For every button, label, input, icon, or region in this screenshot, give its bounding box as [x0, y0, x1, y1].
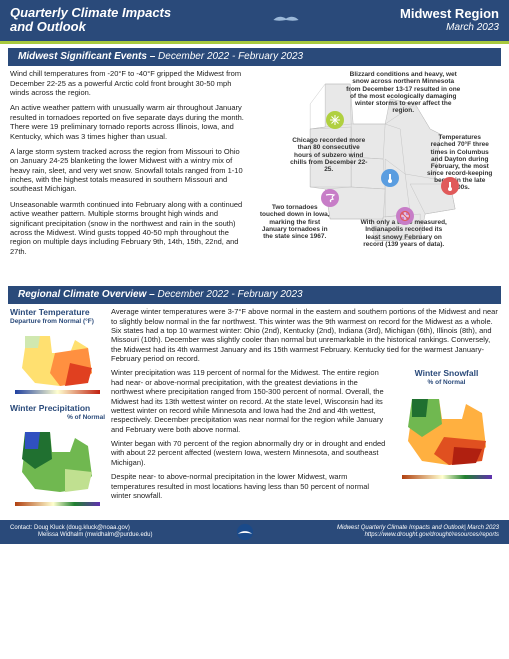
tornado-icon — [321, 189, 339, 207]
footer-r1: Midwest Quarterly Climate Impacts and Ou… — [337, 525, 499, 533]
temp-map — [10, 328, 105, 396]
overview-mid: Average winter temperatures were 3-7°F a… — [111, 307, 499, 516]
sig-p2: An active weather pattern with unusually… — [10, 103, 245, 141]
hot-icon — [441, 177, 459, 195]
ov-bar-period: December 2022 - February 2023 — [158, 289, 303, 300]
nosnow-icon — [396, 207, 414, 225]
contact-1: Contact: Doug Kluck (doug.kluck@noaa.gov… — [10, 525, 152, 533]
sig-events-bar: Midwest Significant Events – December 20… — [8, 48, 501, 67]
precip-title: Winter Precipitation — [10, 403, 105, 414]
region-label: Midwest Region — [400, 6, 499, 22]
sig-bar-period: December 2022 - February 2023 — [158, 51, 303, 62]
footer-contacts: Contact: Doug Kluck (doug.kluck@noaa.gov… — [10, 525, 152, 541]
callout-iowa: Two tornadoes touched down in Iowa, mark… — [259, 204, 331, 240]
overview-left: Winter Temperature Departure from Normal… — [10, 307, 105, 516]
header-title: Quarterly Climate Impacts and Outlook — [10, 6, 171, 35]
sig-p4: Unseasonable warmth continued into Febru… — [10, 200, 245, 256]
snow-sub: % of Normal — [394, 379, 499, 387]
overview-right: Winter Snowfall % of Normal — [394, 368, 499, 505]
precip-map — [10, 424, 105, 509]
ov-bar-title: Regional Climate Overview – — [18, 289, 158, 300]
footer-links: Midwest Quarterly Climate Impacts and Ou… — [337, 525, 499, 541]
sig-p1: Wind chill temperatures from -20°F to -4… — [10, 69, 245, 97]
header-right: Midwest Region March 2023 — [400, 6, 499, 35]
contact-2: Melissa Widhalm (mwidhalm@purdue.edu) — [10, 532, 152, 540]
cold-icon — [381, 169, 399, 187]
overview-section: Winter Temperature Departure from Normal… — [0, 307, 509, 516]
callout-chicago: Chicago recorded more than 80 consecutiv… — [289, 137, 369, 173]
title-line1: Quarterly Climate Impacts — [10, 6, 171, 20]
precip-sub: % of Normal — [10, 414, 105, 422]
temp-title: Winter Temperature — [10, 307, 105, 318]
snow-map — [394, 389, 499, 484]
overview-bar: Regional Climate Overview – December 202… — [8, 286, 501, 305]
header: Quarterly Climate Impacts and Outlook Mi… — [0, 0, 509, 44]
footer-r2: https://www.drought.gov/drought/resource… — [337, 532, 499, 540]
bird-icon — [272, 11, 300, 29]
sig-p3: A large storm system tracked across the … — [10, 147, 245, 194]
temp-sub: Departure from Normal (°F) — [10, 318, 105, 326]
ov-p1: Average winter temperatures were 3-7°F a… — [111, 307, 499, 363]
sig-bar-title: Midwest Significant Events – — [18, 51, 158, 62]
sig-map: Blizzard conditions and heavy, wet snow … — [251, 69, 499, 281]
ov-p3: Winter began with 70 percent of the regi… — [111, 439, 388, 467]
title-line2: and Outlook — [10, 20, 171, 34]
date-label: March 2023 — [400, 22, 499, 35]
sig-text: Wind chill temperatures from -20°F to -4… — [10, 69, 245, 281]
ov-p2: Winter precipitation was 119 percent of … — [111, 368, 388, 434]
sig-events-section: Wind chill temperatures from -20°F to -4… — [0, 69, 509, 281]
noaa-logo-icon — [236, 523, 254, 541]
footer: Contact: Doug Kluck (doug.kluck@noaa.gov… — [0, 520, 509, 544]
callout-columbus: Temperatures reached 70°F three times in… — [426, 134, 494, 191]
snow-icon — [326, 111, 344, 129]
callout-blizzard: Blizzard conditions and heavy, wet snow … — [346, 71, 461, 114]
ov-p4: Despite near- to above-normal precipitat… — [111, 472, 388, 500]
snow-title: Winter Snowfall — [394, 368, 499, 379]
